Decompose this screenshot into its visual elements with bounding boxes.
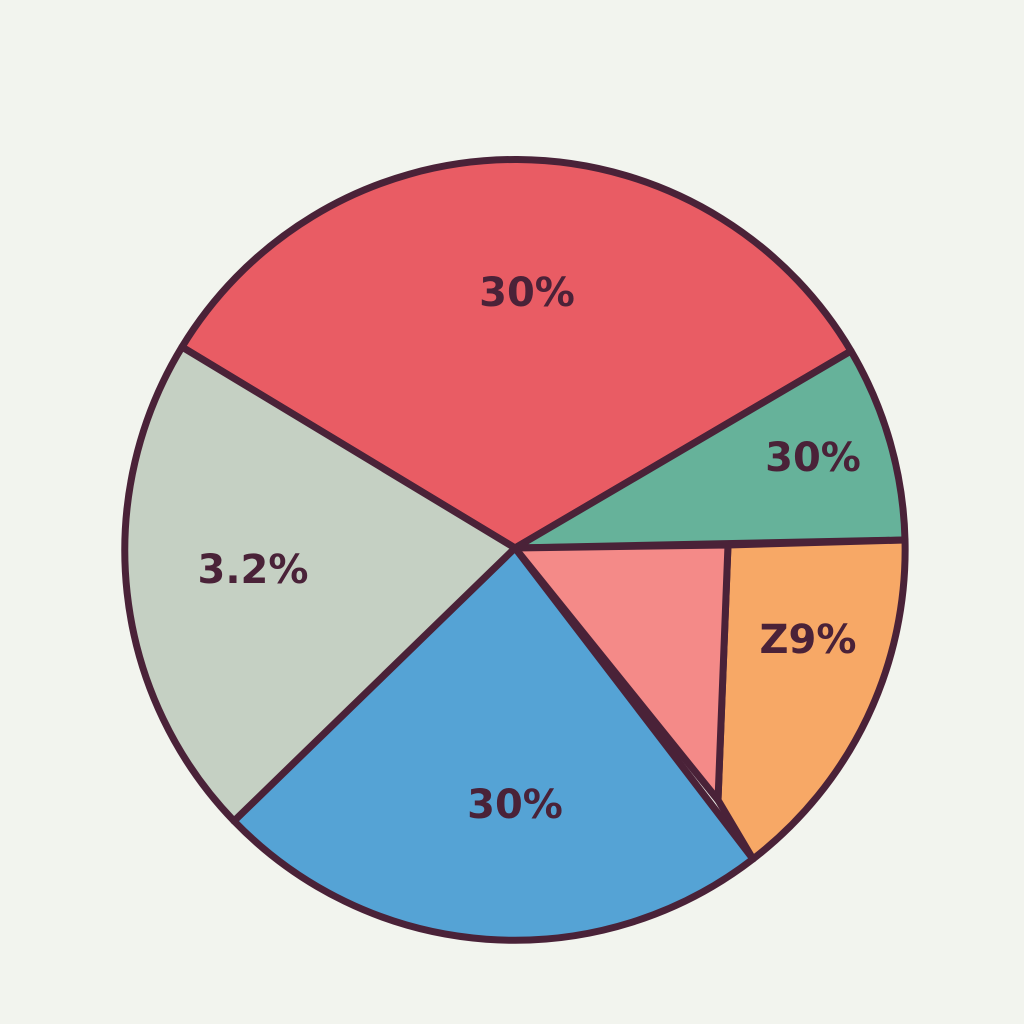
- slice-label: Z9%: [760, 617, 857, 663]
- slice: [230, 544, 757, 944]
- slice: [121, 343, 519, 825]
- slice-label: 30%: [467, 782, 563, 828]
- slice-label: 30%: [479, 270, 575, 316]
- slice: [178, 156, 855, 552]
- slice-label: 3.2%: [198, 547, 309, 593]
- slice: [511, 541, 732, 804]
- slice-label: 30%: [765, 435, 861, 481]
- slice: [714, 536, 909, 863]
- slice: [511, 347, 909, 552]
